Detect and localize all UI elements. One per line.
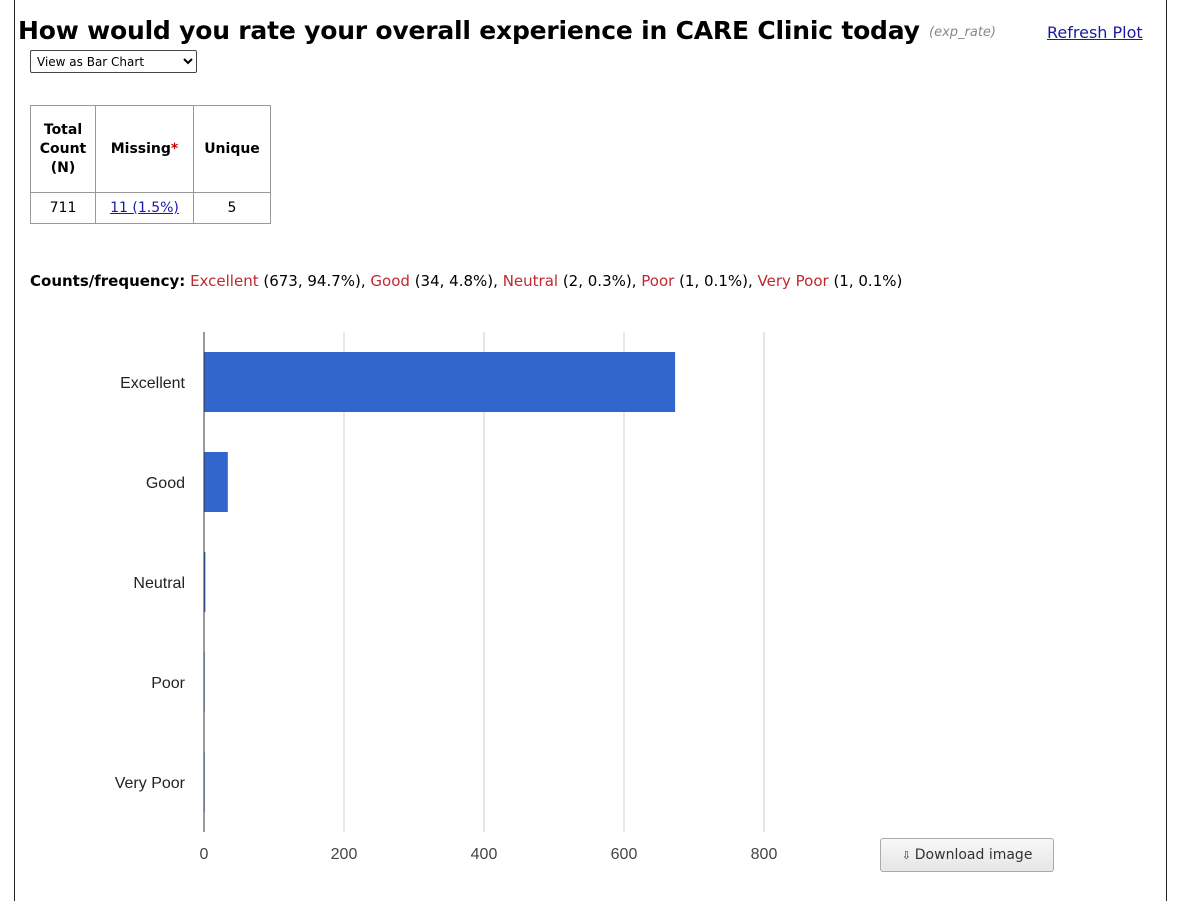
frequency-detail: (1, 0.1%) bbox=[828, 272, 903, 290]
category-label: Neutral bbox=[133, 575, 185, 592]
frequency-category: Neutral bbox=[497, 272, 559, 290]
x-tick-label: 800 bbox=[751, 846, 778, 863]
category-label: Very Poor bbox=[115, 775, 186, 792]
category-label: Poor bbox=[151, 675, 185, 692]
category-label: Excellent bbox=[120, 375, 185, 392]
frequency-summary: Counts/frequency: Excellent (673, 94.7%)… bbox=[30, 272, 902, 290]
download-arrow-icon: ⇩ bbox=[901, 849, 911, 862]
field-title: How would you rate your overall experien… bbox=[18, 16, 920, 45]
download-image-button[interactable]: ⇩ Download image bbox=[880, 838, 1054, 872]
field-variable-name: (exp_rate) bbox=[929, 25, 996, 40]
category-label: Good bbox=[146, 475, 185, 492]
x-tick-label: 600 bbox=[611, 846, 638, 863]
frequency-detail: (2, 0.3%), bbox=[558, 272, 637, 290]
frequency-detail: (34, 4.8%), bbox=[409, 272, 498, 290]
unique-header: Unique bbox=[193, 105, 271, 193]
missing-link[interactable]: 11 (1.5%) bbox=[110, 200, 179, 216]
x-tick-label: 200 bbox=[331, 846, 358, 863]
total-count-value: 711 bbox=[30, 192, 96, 224]
bar bbox=[204, 352, 676, 412]
x-tick-label: 0 bbox=[200, 846, 209, 863]
bar bbox=[204, 452, 228, 512]
total-count-header: Total Count (N) bbox=[30, 105, 96, 193]
bar bbox=[204, 552, 206, 612]
refresh-plot-link[interactable]: Refresh Plot bbox=[1047, 23, 1143, 42]
view-type-select[interactable]: View as Bar Chart bbox=[30, 50, 197, 73]
frequency-category: Very Poor bbox=[752, 272, 829, 290]
frequency-category: Good bbox=[365, 272, 410, 290]
stats-table: Total Count (N) Missing* Unique 711 11 (… bbox=[30, 105, 271, 224]
missing-value: 11 (1.5%) bbox=[95, 192, 194, 224]
frequency-category: Poor bbox=[636, 272, 675, 290]
x-tick-label: 400 bbox=[471, 846, 498, 863]
frequency-detail: (673, 94.7%), bbox=[258, 272, 366, 290]
frequency-detail: (1, 0.1%), bbox=[674, 272, 753, 290]
unique-value: 5 bbox=[193, 192, 271, 224]
required-star-icon: * bbox=[170, 140, 179, 157]
frequency-label: Counts/frequency: bbox=[30, 272, 186, 290]
frequency-category: Excellent bbox=[190, 272, 259, 290]
